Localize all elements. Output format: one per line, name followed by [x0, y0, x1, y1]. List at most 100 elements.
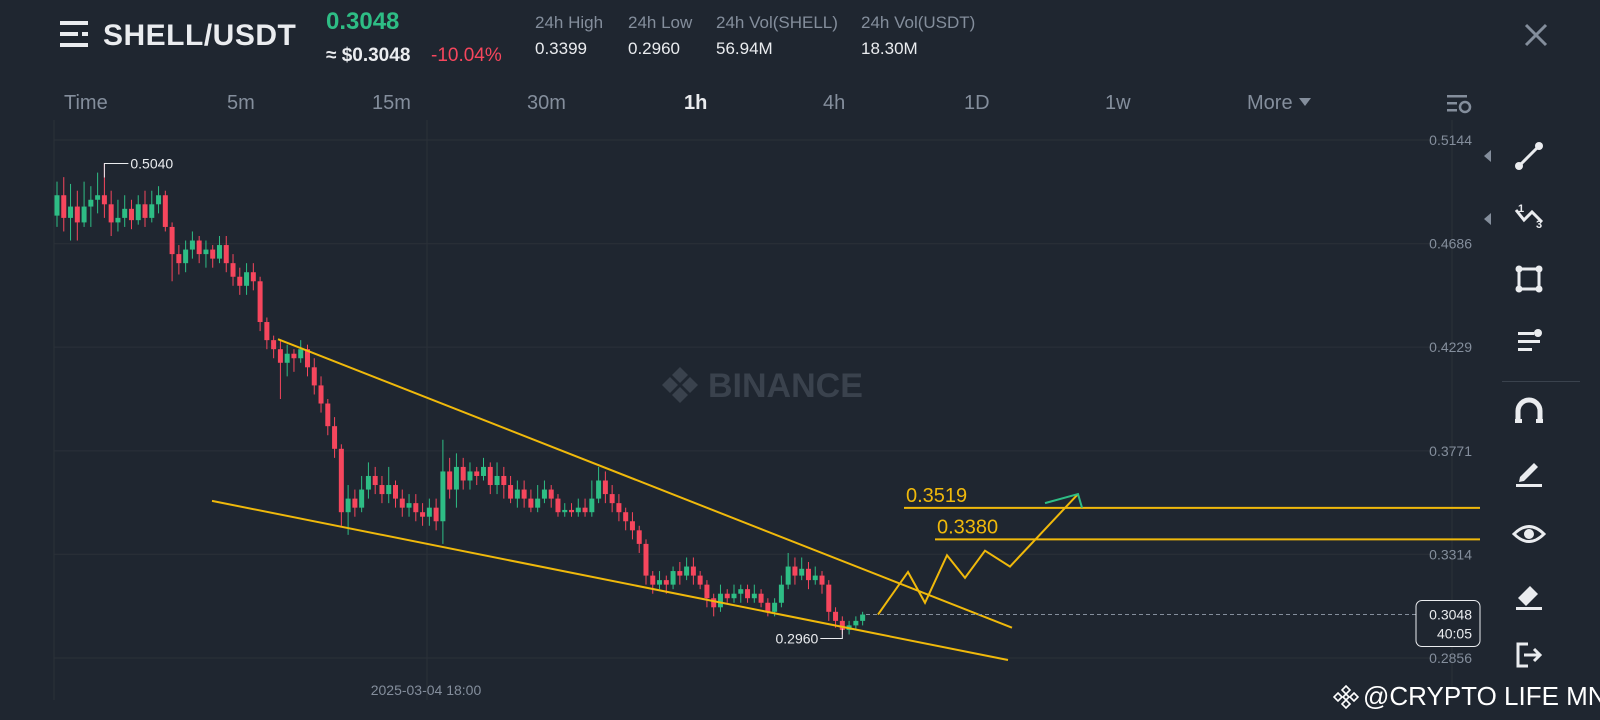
candle-body	[142, 204, 148, 218]
watermark-text: BINANCE	[708, 367, 863, 405]
svg-text:1: 1	[1518, 203, 1524, 215]
candle-body	[162, 195, 168, 227]
candle-body	[359, 489, 365, 508]
tab-5m[interactable]: 5m	[227, 92, 255, 114]
author-watermark: @CRYPTO LIFE MNE	[1333, 681, 1600, 712]
candle-body	[291, 353, 297, 359]
usd-price: ≈ $0.3048	[326, 45, 411, 66]
candle-body	[541, 489, 547, 499]
tab-more[interactable]: More	[1247, 92, 1311, 115]
candle-body	[833, 611, 839, 621]
candle-body	[399, 498, 405, 508]
candle-body	[338, 448, 344, 513]
candle-body	[420, 512, 426, 517]
tab-1d[interactable]: 1D	[964, 92, 990, 114]
stat-24h-low: 24h Low 0.2960	[628, 13, 692, 59]
candle-body	[264, 322, 270, 341]
binance-logo-icon	[1333, 684, 1359, 709]
eraser-icon[interactable]	[1510, 576, 1548, 614]
candle-body	[318, 385, 324, 404]
candle-body	[805, 568, 811, 581]
price-chart[interactable]: BINANCE 0.3519 0.3380 0.5144 0.4686 0.4229 0…	[0, 120, 1600, 720]
candle-body	[481, 466, 487, 476]
candle-body	[61, 195, 67, 218]
brush-icon[interactable]	[1510, 453, 1548, 491]
candle-body	[413, 503, 419, 513]
resistance-level-label: 0.3519	[906, 485, 967, 507]
menu-icon[interactable]	[60, 20, 90, 48]
stat-24h-vol-shell: 24h Vol(SHELL) 56.94M	[716, 13, 838, 59]
magnet-icon[interactable]	[1510, 393, 1548, 431]
candle-body	[386, 485, 392, 495]
candle-body	[575, 507, 581, 513]
candle-body	[616, 503, 622, 513]
candle-body	[250, 272, 256, 282]
candle-body	[521, 489, 527, 499]
caret-left-icon[interactable]	[1484, 150, 1491, 162]
tab-time[interactable]: Time	[64, 92, 108, 114]
candle-body	[298, 349, 304, 359]
candle-body	[772, 602, 778, 612]
author-handle: @CRYPTO LIFE MNE	[1363, 681, 1600, 711]
caret-left-icon[interactable]	[1484, 213, 1491, 225]
projected-path	[877, 493, 1079, 616]
candle-body	[629, 521, 635, 531]
close-icon[interactable]	[1521, 20, 1551, 50]
candle-body	[406, 503, 412, 508]
candle-body	[623, 512, 629, 522]
shape-tool-icon[interactable]	[1510, 260, 1548, 298]
header: SHELL/USDT 0.3048 ≈ $0.3048 -10.04% 24h …	[0, 0, 1600, 80]
candle-body	[332, 426, 338, 449]
stat-label: 24h Low	[628, 13, 693, 32]
candle-body	[393, 485, 398, 499]
candle-body	[582, 507, 588, 513]
candle-body	[203, 249, 209, 255]
candle-body	[853, 620, 859, 626]
candle-body	[88, 199, 94, 207]
candle-body	[453, 466, 459, 490]
candle-body	[508, 485, 514, 499]
y-tick-label: 0.2856	[1429, 650, 1472, 666]
candle-body	[183, 249, 189, 264]
y-tick-label: 0.4686	[1429, 236, 1472, 252]
chart-canvas[interactable]: BINANCE 0.3519 0.3380 0.5144 0.4686 0.4229 0…	[0, 120, 1600, 720]
candle-body	[135, 204, 141, 221]
stat-24h-vol-usdt: 24h Vol(USDT) 18.30M	[861, 13, 975, 59]
eye-icon[interactable]	[1510, 515, 1548, 553]
low-marker-line	[820, 628, 843, 639]
text-tool-icon[interactable]	[1510, 322, 1548, 360]
candle-body	[68, 206, 74, 218]
candle-body	[704, 584, 710, 599]
candle-body	[609, 494, 615, 504]
candle-body	[812, 575, 818, 581]
lower-trendline	[211, 499, 1009, 661]
exit-icon[interactable]	[1510, 636, 1548, 674]
stat-24h-high: 24h High 0.3399	[535, 13, 603, 59]
x-tick-label: 2025-03-04 18:00	[371, 682, 482, 698]
candle-body	[569, 509, 575, 513]
candle-body	[169, 226, 175, 255]
candle-body	[460, 466, 466, 481]
tab-1w[interactable]: 1w	[1105, 92, 1131, 114]
y-tick-label: 0.5144	[1429, 132, 1472, 148]
tab-15m[interactable]: 15m	[372, 92, 411, 114]
stat-value: 0.3399	[535, 39, 587, 58]
candle-body	[128, 208, 134, 221]
candle-body	[535, 498, 541, 508]
line-tool-icon[interactable]	[1510, 137, 1548, 175]
tab-1h[interactable]: 1h	[684, 92, 708, 114]
timeframe-bar: Time 5m 15m 30m 1h 4h 1D 1w More	[0, 86, 1600, 120]
tab-4h[interactable]: 4h	[823, 92, 846, 114]
tab-30m[interactable]: 30m	[527, 92, 566, 114]
candle-body	[799, 568, 805, 576]
chart-settings-icon[interactable]	[1446, 92, 1472, 116]
y-tick-label: 0.4229	[1429, 339, 1472, 355]
stat-label: 24h Vol(SHELL)	[716, 13, 838, 32]
y-tick-label: 0.3314	[1429, 546, 1472, 562]
candle-body	[115, 217, 121, 223]
candle-body	[467, 471, 473, 481]
candle-body	[54, 195, 60, 216]
candle-body	[657, 580, 663, 585]
